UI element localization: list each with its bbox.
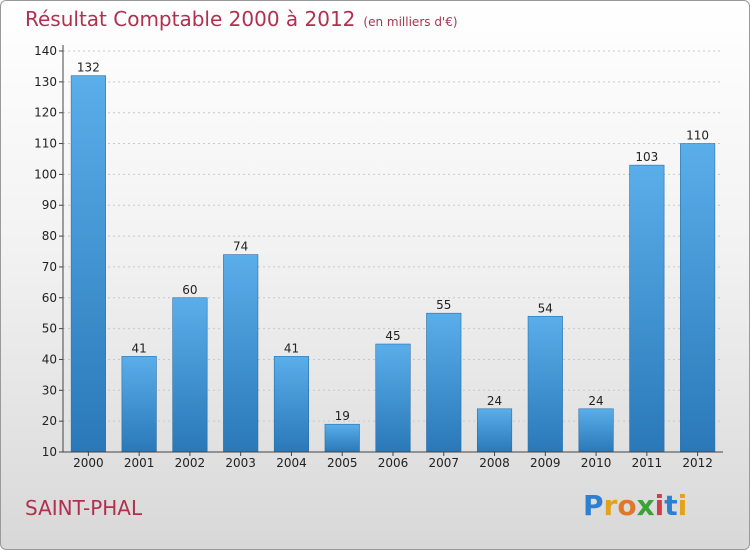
- x-tick-label-2012: 2012: [682, 456, 713, 470]
- y-tick-label: 100: [34, 167, 57, 181]
- x-tick-label-2009: 2009: [530, 456, 561, 470]
- y-tick-label: 90: [42, 198, 57, 212]
- data-label-2005: 19: [335, 409, 350, 423]
- data-label-2007: 55: [436, 298, 451, 312]
- x-tick-label-2011: 2011: [632, 456, 663, 470]
- x-tick-label-2010: 2010: [581, 456, 612, 470]
- data-label-2004: 41: [284, 341, 299, 355]
- bar-2007: [426, 312, 462, 453]
- x-tick-label-2006: 2006: [378, 456, 409, 470]
- y-tick-label: 50: [42, 322, 57, 336]
- bar-2002: [172, 297, 208, 453]
- y-tick-label: 10: [42, 445, 57, 459]
- y-tick-label: 20: [42, 414, 57, 428]
- y-tick-label: 130: [34, 75, 57, 89]
- data-label-2010: 24: [588, 394, 603, 408]
- y-tick-label: 120: [34, 106, 57, 120]
- y-tick-label: 30: [42, 383, 57, 397]
- bar-2003: [223, 254, 259, 453]
- x-tick-label-2008: 2008: [479, 456, 510, 470]
- x-tick-label-2007: 2007: [428, 456, 459, 470]
- data-label-2000: 132: [77, 61, 100, 75]
- data-label-2008: 24: [487, 394, 502, 408]
- data-label-2009: 54: [538, 301, 553, 315]
- bar-2011: [629, 164, 665, 453]
- x-tick-label-2004: 2004: [276, 456, 307, 470]
- bars: [70, 75, 716, 453]
- bar-2012: [680, 143, 716, 453]
- y-tick-label: 70: [42, 260, 57, 274]
- y-tick-label: 60: [42, 291, 57, 305]
- x-tick-label-2003: 2003: [225, 456, 256, 470]
- bar-2006: [375, 343, 411, 453]
- y-tick-label: 140: [34, 44, 57, 58]
- commune-name: SAINT-PHAL: [25, 496, 143, 520]
- x-tick-label-2000: 2000: [73, 456, 104, 470]
- axes: [59, 45, 723, 456]
- x-tick-label-2001: 2001: [124, 456, 155, 470]
- data-label-2001: 41: [132, 341, 147, 355]
- chart-title: Résultat Comptable 2000 à 2012 (en millie…: [25, 7, 458, 31]
- y-tick-label: 80: [42, 229, 57, 243]
- bar-2000: [70, 75, 106, 453]
- bar-2005: [324, 423, 360, 453]
- data-label-2012: 110: [686, 129, 709, 143]
- data-label-2003: 74: [233, 240, 248, 254]
- data-label-2011: 103: [635, 150, 658, 164]
- x-tick-label-2005: 2005: [327, 456, 358, 470]
- data-label-2006: 45: [385, 329, 400, 343]
- chart-subtitle: (en milliers d'€): [363, 15, 458, 29]
- chart-title-text: Résultat Comptable 2000 à 2012: [25, 7, 356, 31]
- y-tick-label: 110: [34, 137, 57, 151]
- x-tick-label-2002: 2002: [175, 456, 206, 470]
- bar-2001: [121, 356, 157, 453]
- data-label-2002: 60: [182, 283, 197, 297]
- labels: 10 20 30 40 50 60 70 80 90 100 110 120 130 140 132 2000…: [34, 44, 713, 470]
- y-tick-label: 40: [42, 352, 57, 366]
- bar-2004: [273, 356, 310, 453]
- bar-2008: [476, 408, 513, 453]
- bar-2009: [527, 315, 563, 453]
- bar-2010: [578, 408, 614, 453]
- proxiti-logo: Proxiti: [583, 489, 688, 522]
